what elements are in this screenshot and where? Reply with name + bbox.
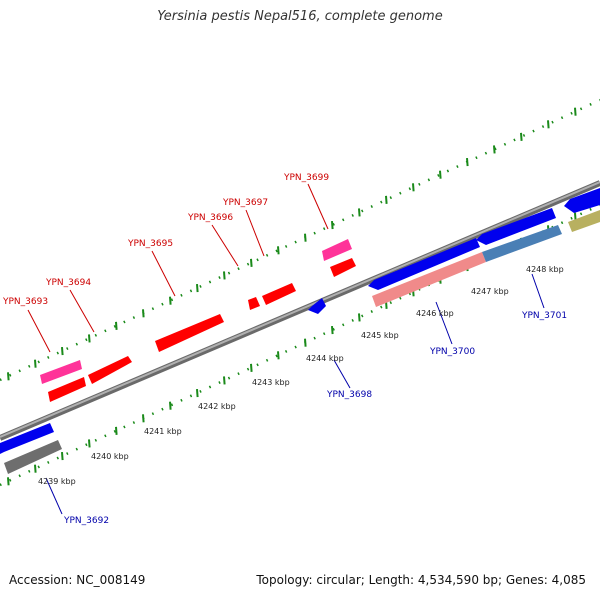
major-tick: [169, 401, 172, 410]
tick-label: 4246 kbp: [416, 309, 454, 318]
major-tick: [115, 321, 118, 330]
gene-feature[interactable]: [330, 258, 356, 277]
map-title: Yersinia pestis Nepal516, complete genom…: [157, 9, 443, 24]
tick-label: 4248 kbp: [526, 265, 564, 274]
major-tick: [7, 372, 10, 381]
major-tick: [196, 283, 199, 293]
major-tick: [61, 346, 64, 356]
gene-feature[interactable]: [568, 210, 600, 232]
forward-gene-labels: YPN_3693 YPN_3694 YPN_3695 YPN_3696 YPN_…: [2, 173, 329, 307]
gene-feature[interactable]: [372, 252, 486, 307]
major-tick: [331, 325, 334, 335]
major-tick: [223, 271, 226, 280]
gene-feature[interactable]: [476, 208, 556, 245]
major-tick: [34, 359, 37, 368]
gene-feature[interactable]: [248, 297, 260, 310]
major-tick: [250, 258, 253, 267]
gene-feature[interactable]: [48, 377, 86, 402]
major-tick: [520, 132, 523, 141]
major-tick: [466, 157, 469, 167]
major-tick: [277, 351, 280, 360]
major-ticks: [7, 107, 577, 486]
forward-features[interactable]: [40, 239, 356, 402]
major-tick: [304, 233, 307, 242]
major-tick: [7, 477, 10, 486]
gene-label[interactable]: YPN_3695: [127, 239, 173, 249]
gene-feature[interactable]: [564, 188, 600, 213]
gene-label[interactable]: YPN_3701: [521, 311, 567, 321]
gene-feature[interactable]: [4, 440, 62, 474]
gene-label[interactable]: YPN_3700: [429, 347, 475, 357]
gene-feature[interactable]: [40, 360, 82, 384]
accession-text: Accession: NC_008149: [9, 573, 146, 587]
gene-feature[interactable]: [308, 298, 326, 314]
major-tick: [439, 170, 442, 179]
gene-feature[interactable]: [368, 238, 480, 290]
reverse-features[interactable]: [0, 188, 600, 474]
gene-feature[interactable]: [482, 225, 562, 262]
major-tick: [115, 426, 118, 435]
tick-label: 4245 kbp: [361, 331, 399, 340]
major-tick: [358, 313, 361, 322]
gene-feature[interactable]: [322, 239, 352, 261]
tick-label: 4240 kbp: [91, 452, 129, 461]
gene-label[interactable]: YPN_3692: [63, 516, 109, 526]
major-tick: [304, 338, 307, 347]
genome-summary-text: Topology: circular; Length: 4,534,590 bp…: [256, 573, 586, 587]
tick-label: 4244 kbp: [306, 354, 344, 363]
gene-label[interactable]: YPN_3698: [326, 390, 372, 400]
reverse-gene-labels: YPN_3692 YPN_3698 YPN_3700 YPN_3701: [63, 311, 567, 526]
gene-feature[interactable]: [155, 314, 224, 352]
gene-label[interactable]: YPN_3697: [222, 198, 268, 208]
major-tick: [169, 296, 172, 305]
forward-leader-lines: [27, 183, 329, 353]
tick-label: 4241 kbp: [144, 427, 182, 436]
major-tick: [250, 363, 253, 372]
major-tick: [196, 388, 199, 398]
major-tick: [61, 451, 64, 461]
tick-labels: 4239 kbp 4240 kbp 4241 kbp 4242 kbp 4243…: [38, 265, 564, 486]
major-tick: [142, 309, 145, 318]
major-tick: [331, 220, 334, 230]
reverse-leader-lines: [45, 273, 545, 515]
major-tick: [385, 195, 388, 204]
major-tick: [358, 208, 361, 217]
tick-label: 4247 kbp: [471, 287, 509, 296]
gene-label[interactable]: YPN_3694: [45, 278, 91, 288]
major-tick: [574, 107, 577, 116]
gene-feature[interactable]: [262, 283, 296, 305]
gene-feature[interactable]: [88, 356, 132, 384]
major-tick: [88, 334, 91, 343]
major-tick: [547, 120, 550, 129]
gene-feature[interactable]: [0, 423, 54, 454]
gene-label[interactable]: YPN_3696: [187, 213, 233, 223]
major-tick: [34, 464, 37, 473]
major-tick: [142, 414, 145, 423]
major-tick: [412, 183, 415, 192]
genome-backbone: [0, 180, 600, 441]
gene-label[interactable]: YPN_3699: [283, 173, 329, 183]
gene-label[interactable]: YPN_3693: [2, 297, 48, 307]
tick-label: 4242 kbp: [198, 402, 236, 411]
tick-label: 4239 kbp: [38, 477, 76, 486]
major-tick: [223, 376, 226, 385]
major-tick: [493, 145, 496, 154]
tick-label: 4243 kbp: [252, 378, 290, 387]
major-tick: [88, 439, 91, 448]
major-tick: [277, 246, 280, 255]
